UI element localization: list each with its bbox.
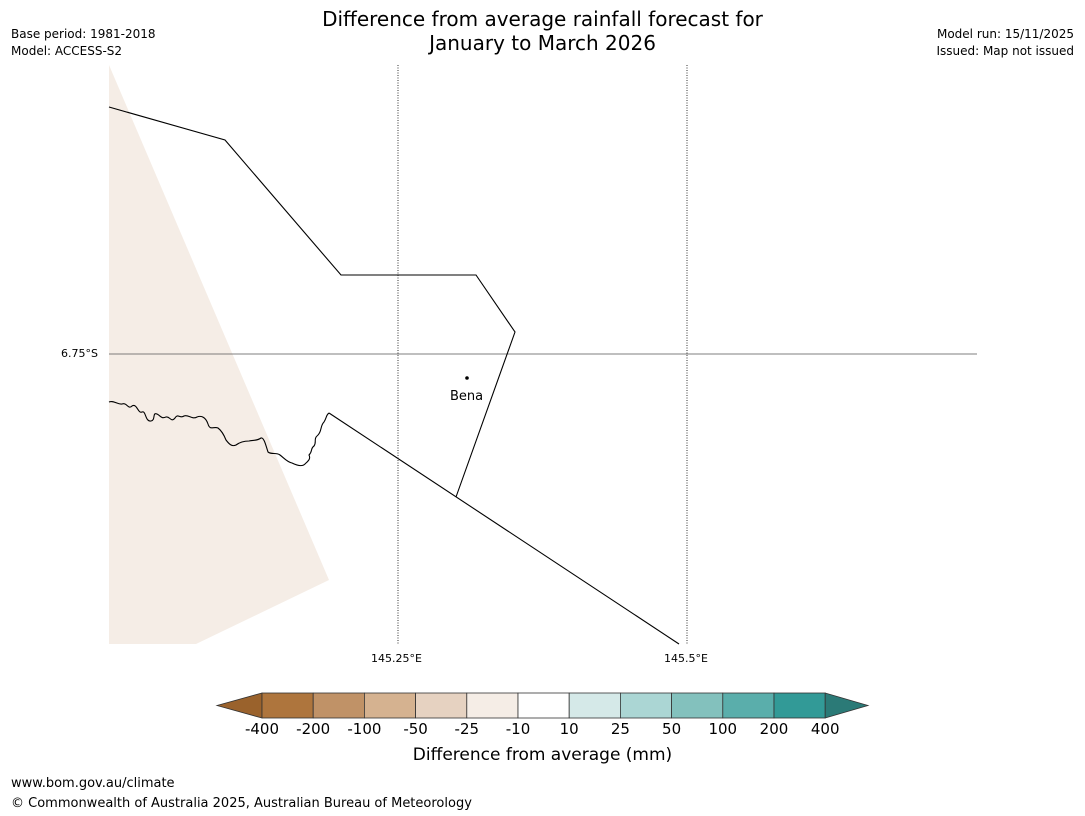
colorbar-segment <box>568 692 621 719</box>
base-period: Base period: 1981-2018 <box>11 27 156 41</box>
legend-tick-label: 200 <box>759 720 789 738</box>
legend-tick-label: -10 <box>505 720 531 738</box>
colorbar-extend-low <box>215 692 263 719</box>
latitude-label: 6.75°S <box>61 347 98 360</box>
colorbar-segment <box>363 692 416 719</box>
meta-right: Model run: 15/11/2025 Issued: Map not is… <box>936 26 1074 60</box>
colorbar-segment <box>415 692 468 719</box>
colorbar-segment <box>722 692 775 719</box>
title-line-2: January to March 2026 <box>429 31 656 55</box>
colorbar-segment <box>671 692 724 719</box>
province-boundary-north <box>108 106 516 498</box>
province-boundary-south <box>328 412 680 645</box>
model-name: Model: ACCESS-S2 <box>11 44 123 58</box>
meta-left: Base period: 1981-2018 Model: ACCESS-S2 <box>11 26 156 60</box>
legend-tick-label: 400 <box>810 720 840 738</box>
longitude-label-145-25: 145.25°E <box>371 652 422 665</box>
colorbar-segment <box>773 692 826 719</box>
legend-tick-label: -400 <box>244 720 280 738</box>
longitude-label-145-5: 145.5°E <box>664 652 708 665</box>
colorbar-segment <box>312 692 365 719</box>
colorbar-segment <box>466 692 519 719</box>
colorbar-segment <box>620 692 673 719</box>
title-line-1: Difference from average rainfall forecas… <box>322 7 763 31</box>
model-run: Model run: 15/11/2025 <box>936 27 1074 41</box>
footer-website[interactable]: www.bom.gov.au/climate <box>11 776 175 791</box>
legend-title: Difference from average (mm) <box>412 745 673 765</box>
map-title: Difference from average rainfall forecas… <box>0 7 1085 55</box>
legend-tick-label: 25 <box>610 720 630 738</box>
legend-tick-label: -25 <box>454 720 480 738</box>
forecast-shade-region <box>109 65 329 644</box>
colorbar-segment <box>261 692 314 719</box>
footer-copyright: © Commonwealth of Australia 2025, Austra… <box>11 796 472 811</box>
legend-tick-label: 10 <box>559 720 579 738</box>
legend-tick-label: -200 <box>296 720 331 738</box>
colorbar-extend-high <box>824 692 870 719</box>
colorbar-segment <box>517 692 570 719</box>
place-label-bena: Bena <box>450 389 484 404</box>
bena-marker <box>465 376 469 380</box>
legend-tick-label: -100 <box>347 720 382 738</box>
legend-tick-label: 50 <box>662 720 682 738</box>
legend-tick-label: -50 <box>403 720 428 738</box>
issued-status: Issued: Map not issued <box>936 44 1074 58</box>
river-line <box>108 401 330 467</box>
colorbar <box>215 692 870 719</box>
legend-tick-label: 100 <box>708 720 738 738</box>
